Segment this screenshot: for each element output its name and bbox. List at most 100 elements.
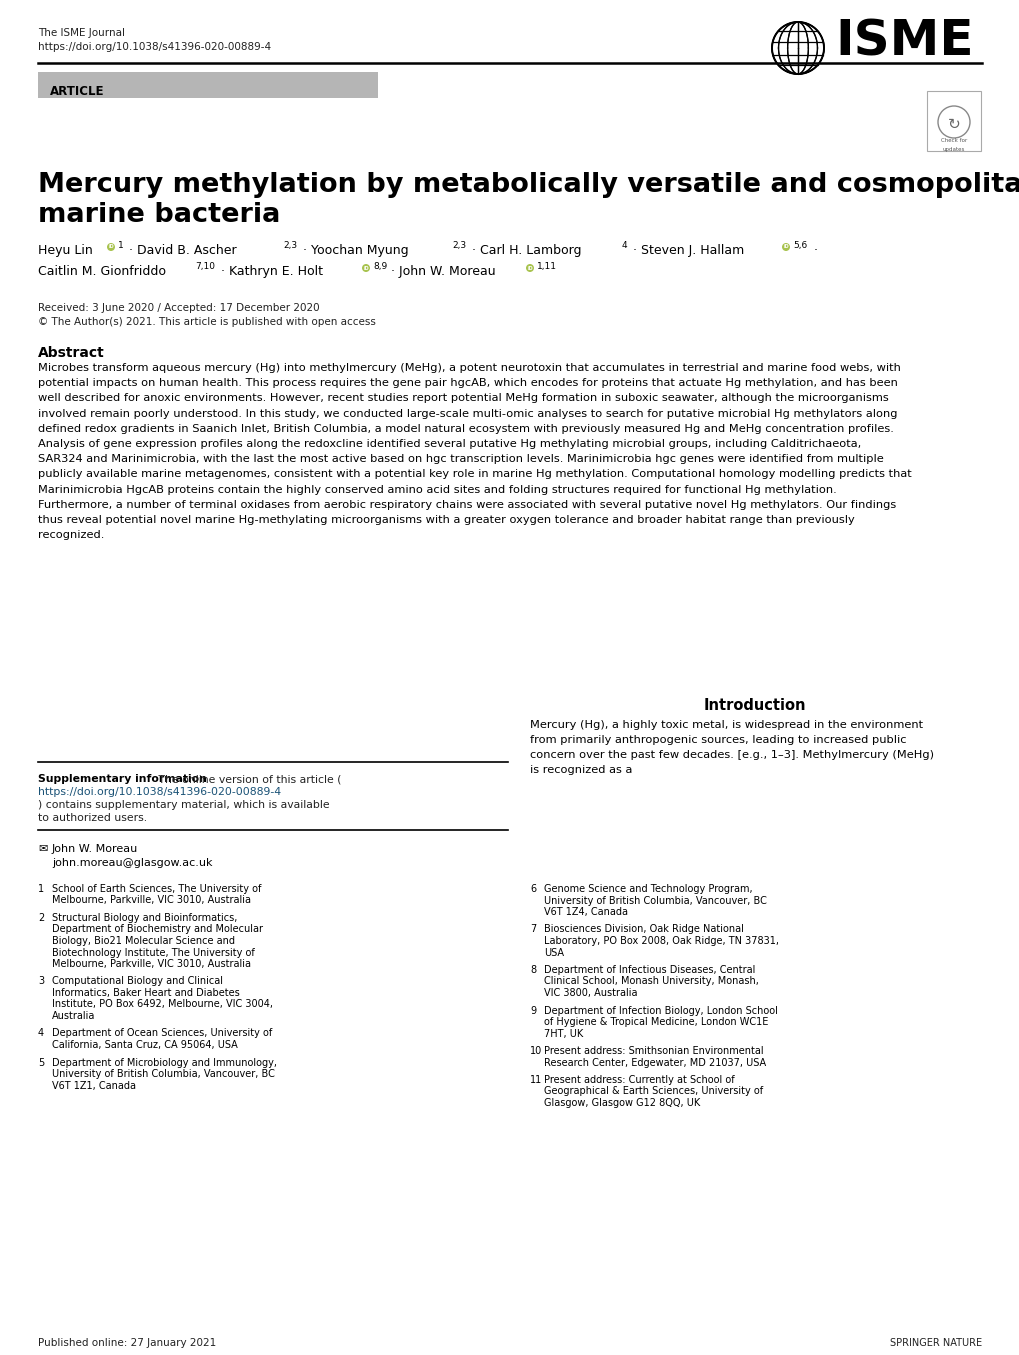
Text: Melbourne, Parkville, VIC 3010, Australia: Melbourne, Parkville, VIC 3010, Australi… bbox=[52, 959, 251, 969]
Text: iD: iD bbox=[108, 244, 114, 249]
Text: Biology, Bio21 Molecular Science and: Biology, Bio21 Molecular Science and bbox=[52, 936, 234, 946]
Text: 11: 11 bbox=[530, 1075, 542, 1085]
Circle shape bbox=[937, 106, 969, 138]
Text: Published online: 27 January 2021: Published online: 27 January 2021 bbox=[38, 1337, 216, 1348]
Text: V6T 1Z1, Canada: V6T 1Z1, Canada bbox=[52, 1080, 136, 1091]
Text: · David B. Ascher: · David B. Ascher bbox=[125, 244, 236, 257]
Text: well described for anoxic environments. However, recent studies report potential: well described for anoxic environments. … bbox=[38, 393, 888, 404]
Text: Informatics, Baker Heart and Diabetes: Informatics, Baker Heart and Diabetes bbox=[52, 988, 239, 999]
Text: Biotechnology Institute, The University of: Biotechnology Institute, The University … bbox=[52, 947, 255, 958]
Text: Furthermore, a number of terminal oxidases from aerobic respiratory chains were : Furthermore, a number of terminal oxidas… bbox=[38, 500, 896, 509]
Text: 1: 1 bbox=[38, 883, 44, 894]
Text: to authorized users.: to authorized users. bbox=[38, 813, 147, 822]
Text: Microbes transform aqueous mercury (Hg) into methylmercury (MeHg), a potent neur: Microbes transform aqueous mercury (Hg) … bbox=[38, 363, 900, 373]
Text: involved remain poorly understood. In this study, we conducted large-scale multi: involved remain poorly understood. In th… bbox=[38, 409, 897, 419]
Text: ↻: ↻ bbox=[947, 117, 960, 131]
Text: Marinimicrobia HgcAB proteins contain the highly conserved amino acid sites and : Marinimicrobia HgcAB proteins contain th… bbox=[38, 485, 836, 495]
Circle shape bbox=[526, 264, 534, 272]
Text: Glasgow, Glasgow G12 8QQ, UK: Glasgow, Glasgow G12 8QQ, UK bbox=[543, 1098, 700, 1108]
Text: Department of Biochemistry and Molecular: Department of Biochemistry and Molecular bbox=[52, 924, 263, 935]
Text: of Hygiene & Tropical Medicine, London WC1E: of Hygiene & Tropical Medicine, London W… bbox=[543, 1018, 767, 1027]
Text: John W. Moreau: John W. Moreau bbox=[52, 844, 139, 854]
Text: is recognized as a: is recognized as a bbox=[530, 766, 632, 775]
Text: Check for: Check for bbox=[940, 138, 966, 144]
Text: The online version of this article (: The online version of this article ( bbox=[155, 774, 341, 785]
Text: Research Center, Edgewater, MD 21037, USA: Research Center, Edgewater, MD 21037, US… bbox=[543, 1057, 765, 1068]
Text: Structural Biology and Bioinformatics,: Structural Biology and Bioinformatics, bbox=[52, 913, 237, 923]
Text: from primarily anthropogenic sources, leading to increased public: from primarily anthropogenic sources, le… bbox=[530, 734, 906, 745]
Text: V6T 1Z4, Canada: V6T 1Z4, Canada bbox=[543, 906, 628, 917]
Text: ARTICLE: ARTICLE bbox=[50, 85, 104, 98]
Text: Heyu Lin: Heyu Lin bbox=[38, 244, 93, 257]
Text: 2,3: 2,3 bbox=[451, 241, 466, 251]
Text: 1,11: 1,11 bbox=[536, 262, 556, 271]
Text: Laboratory, PO Box 2008, Oak Ridge, TN 37831,: Laboratory, PO Box 2008, Oak Ridge, TN 3… bbox=[543, 936, 779, 946]
Circle shape bbox=[107, 243, 115, 251]
Text: https://doi.org/10.1038/s41396-020-00889-4: https://doi.org/10.1038/s41396-020-00889… bbox=[38, 42, 271, 51]
Text: recognized.: recognized. bbox=[38, 530, 104, 541]
Text: Present address: Currently at School of: Present address: Currently at School of bbox=[543, 1075, 734, 1085]
Text: Caitlin M. Gionfriddo: Caitlin M. Gionfriddo bbox=[38, 266, 166, 278]
Text: 5,6: 5,6 bbox=[792, 241, 806, 251]
Text: Genome Science and Technology Program,: Genome Science and Technology Program, bbox=[543, 883, 752, 894]
Text: Department of Infection Biology, London School: Department of Infection Biology, London … bbox=[543, 1005, 777, 1015]
Text: john.moreau@glasgow.ac.uk: john.moreau@glasgow.ac.uk bbox=[52, 858, 212, 869]
Text: defined redox gradients in Saanich Inlet, British Columbia, a model natural ecos: defined redox gradients in Saanich Inlet… bbox=[38, 424, 893, 434]
Text: iD: iD bbox=[783, 244, 788, 249]
Text: 4: 4 bbox=[38, 1028, 44, 1038]
Text: 5: 5 bbox=[38, 1057, 44, 1068]
Text: ISME: ISME bbox=[835, 18, 972, 66]
Text: Supplementary information: Supplementary information bbox=[38, 774, 207, 785]
Text: potential impacts on human health. This process requires the gene pair hgcAB, wh: potential impacts on human health. This … bbox=[38, 378, 897, 388]
Text: · Carl H. Lamborg: · Carl H. Lamborg bbox=[468, 244, 581, 257]
Text: ·: · bbox=[809, 244, 817, 257]
Text: marine bacteria: marine bacteria bbox=[38, 202, 280, 228]
Text: Abstract: Abstract bbox=[38, 346, 105, 360]
Text: USA: USA bbox=[543, 947, 564, 958]
Text: publicly available marine metagenomes, consistent with a potential key role in m: publicly available marine metagenomes, c… bbox=[38, 469, 911, 480]
Text: California, Santa Cruz, CA 95064, USA: California, Santa Cruz, CA 95064, USA bbox=[52, 1041, 237, 1050]
Text: · Steven J. Hallam: · Steven J. Hallam bbox=[629, 244, 744, 257]
Text: Computational Biology and Clinical: Computational Biology and Clinical bbox=[52, 977, 223, 986]
Text: · John W. Moreau: · John W. Moreau bbox=[386, 266, 495, 278]
Text: Department of Microbiology and Immunology,: Department of Microbiology and Immunolog… bbox=[52, 1057, 277, 1068]
Text: Geographical & Earth Sciences, University of: Geographical & Earth Sciences, Universit… bbox=[543, 1087, 762, 1096]
Text: Introduction: Introduction bbox=[703, 698, 805, 713]
Text: 3: 3 bbox=[38, 977, 44, 986]
Text: 7: 7 bbox=[530, 924, 536, 935]
Text: Clinical School, Monash University, Monash,: Clinical School, Monash University, Mona… bbox=[543, 977, 758, 986]
Text: The ISME Journal: The ISME Journal bbox=[38, 28, 125, 38]
Text: concern over the past few decades. [e.g., 1–3]. Methylmercury (MeHg): concern over the past few decades. [e.g.… bbox=[530, 751, 933, 760]
Text: Biosciences Division, Oak Ridge National: Biosciences Division, Oak Ridge National bbox=[543, 924, 743, 935]
Text: Melbourne, Parkville, VIC 3010, Australia: Melbourne, Parkville, VIC 3010, Australi… bbox=[52, 896, 251, 905]
Text: · Yoochan Myung: · Yoochan Myung bbox=[299, 244, 409, 257]
Text: 8: 8 bbox=[530, 965, 536, 976]
Text: Mercury methylation by metabolically versatile and cosmopolitan: Mercury methylation by metabolically ver… bbox=[38, 172, 1019, 198]
Text: Analysis of gene expression profiles along the redoxcline identified several put: Analysis of gene expression profiles alo… bbox=[38, 439, 860, 449]
Text: iD: iD bbox=[527, 266, 532, 271]
Text: Institute, PO Box 6492, Melbourne, VIC 3004,: Institute, PO Box 6492, Melbourne, VIC 3… bbox=[52, 1000, 273, 1009]
Text: 2: 2 bbox=[38, 913, 44, 923]
Text: 6: 6 bbox=[530, 883, 536, 894]
Text: 7,10: 7,10 bbox=[195, 262, 215, 271]
Text: SPRINGER NATURE: SPRINGER NATURE bbox=[889, 1337, 981, 1348]
Circle shape bbox=[362, 264, 370, 272]
Text: 9: 9 bbox=[530, 1005, 536, 1015]
Text: iD: iD bbox=[363, 266, 369, 271]
Text: 1: 1 bbox=[118, 241, 123, 251]
Text: updates: updates bbox=[942, 146, 964, 152]
Text: thus reveal potential novel marine Hg-methylating microorganisms with a greater : thus reveal potential novel marine Hg-me… bbox=[38, 515, 854, 524]
Text: © The Author(s) 2021. This article is published with open access: © The Author(s) 2021. This article is pu… bbox=[38, 317, 376, 327]
Text: School of Earth Sciences, The University of: School of Earth Sciences, The University… bbox=[52, 883, 261, 894]
Text: Present address: Smithsonian Environmental: Present address: Smithsonian Environment… bbox=[543, 1046, 763, 1056]
Circle shape bbox=[782, 243, 790, 251]
Text: 8,9: 8,9 bbox=[373, 262, 387, 271]
Text: Mercury (Hg), a highly toxic metal, is widespread in the environment: Mercury (Hg), a highly toxic metal, is w… bbox=[530, 720, 922, 730]
Text: ✉: ✉ bbox=[38, 844, 47, 854]
Text: University of British Columbia, Vancouver, BC: University of British Columbia, Vancouve… bbox=[543, 896, 766, 905]
FancyBboxPatch shape bbox=[926, 91, 980, 150]
Text: 7HT, UK: 7HT, UK bbox=[543, 1028, 583, 1038]
Text: Department of Ocean Sciences, University of: Department of Ocean Sciences, University… bbox=[52, 1028, 272, 1038]
Text: https://doi.org/10.1038/s41396-020-00889-4: https://doi.org/10.1038/s41396-020-00889… bbox=[38, 787, 281, 797]
Text: 2,3: 2,3 bbox=[282, 241, 297, 251]
